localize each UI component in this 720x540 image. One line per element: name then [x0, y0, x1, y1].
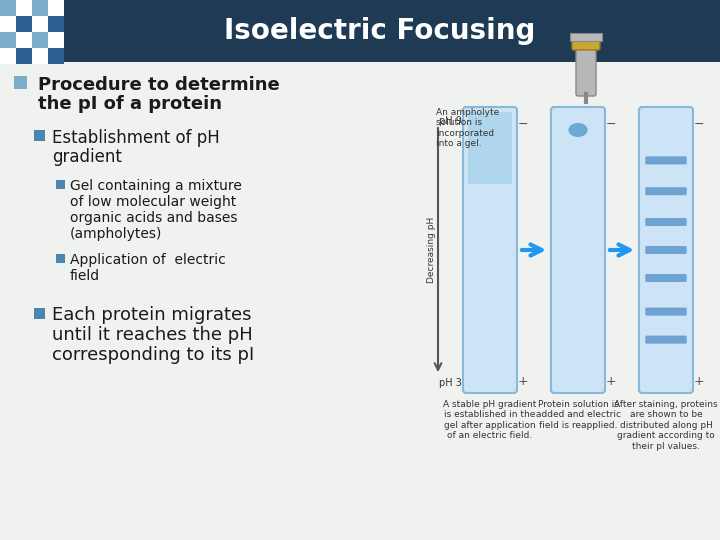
Bar — [16, 0, 32, 16]
FancyBboxPatch shape — [551, 107, 605, 393]
FancyBboxPatch shape — [645, 218, 687, 226]
Text: corresponding to its pI: corresponding to its pI — [52, 346, 254, 364]
Text: Establishment of pH: Establishment of pH — [52, 129, 220, 147]
FancyBboxPatch shape — [572, 37, 600, 50]
Text: gradient: gradient — [52, 148, 122, 166]
Text: Gel containing a mixture: Gel containing a mixture — [70, 179, 242, 193]
Text: An ampholyte
solution is
incorporated
into a gel.: An ampholyte solution is incorporated in… — [436, 108, 499, 148]
Bar — [56, 254, 65, 263]
Text: After staining, proteins
are shown to be
distributed along pH
gradient according: After staining, proteins are shown to be… — [614, 400, 718, 450]
Text: until it reaches the pH: until it reaches the pH — [52, 326, 253, 344]
Text: organic acids and bases: organic acids and bases — [70, 211, 238, 225]
Text: −: − — [518, 118, 528, 131]
Text: Each protein migrates: Each protein migrates — [52, 306, 251, 324]
Bar — [48, 0, 64, 16]
Bar — [48, 16, 64, 32]
Bar — [16, 32, 32, 48]
Bar — [16, 48, 32, 64]
FancyBboxPatch shape — [645, 246, 687, 254]
Text: Protein solution is
added and electric
field is reapplied.: Protein solution is added and electric f… — [536, 400, 621, 430]
FancyBboxPatch shape — [645, 157, 687, 164]
Text: of low molecular weight: of low molecular weight — [70, 195, 236, 209]
Text: +: + — [518, 375, 528, 388]
Bar — [32, 48, 48, 64]
FancyBboxPatch shape — [645, 335, 687, 343]
Text: Procedure to determine: Procedure to determine — [38, 76, 280, 94]
Text: Decreasing pH: Decreasing pH — [428, 217, 436, 283]
Text: −: − — [694, 118, 704, 131]
Text: pH 3: pH 3 — [439, 378, 462, 388]
Bar — [56, 180, 65, 189]
Text: Isoelectric Focusing: Isoelectric Focusing — [225, 17, 536, 45]
Bar — [14, 76, 27, 89]
Bar — [16, 16, 32, 32]
Text: (ampholytes): (ampholytes) — [70, 227, 163, 241]
Bar — [0, 0, 16, 16]
Text: +: + — [606, 375, 616, 388]
Bar — [32, 16, 48, 32]
Bar — [0, 16, 16, 32]
Ellipse shape — [568, 123, 588, 137]
Text: A stable pH gradient
is established in the
gel after application
of an electric : A stable pH gradient is established in t… — [444, 400, 536, 440]
FancyBboxPatch shape — [576, 43, 596, 96]
Text: Application of  electric: Application of electric — [70, 253, 226, 267]
Bar — [0, 32, 16, 48]
Text: the pI of a protein: the pI of a protein — [38, 95, 222, 113]
Bar — [32, 32, 48, 48]
FancyBboxPatch shape — [645, 274, 687, 282]
FancyBboxPatch shape — [463, 107, 517, 393]
Bar — [34, 130, 45, 141]
Bar — [48, 48, 64, 64]
FancyBboxPatch shape — [639, 107, 693, 393]
Bar — [48, 32, 64, 48]
Bar — [32, 0, 48, 16]
Bar — [570, 33, 602, 41]
Bar — [34, 308, 45, 319]
FancyBboxPatch shape — [645, 187, 687, 195]
Text: +: + — [694, 375, 705, 388]
Text: −: − — [606, 118, 616, 131]
Text: field: field — [70, 269, 100, 283]
Bar — [0, 48, 16, 64]
Text: pH 9: pH 9 — [439, 116, 462, 126]
Bar — [0, 0, 720, 62]
FancyBboxPatch shape — [468, 112, 512, 184]
FancyBboxPatch shape — [645, 308, 687, 315]
